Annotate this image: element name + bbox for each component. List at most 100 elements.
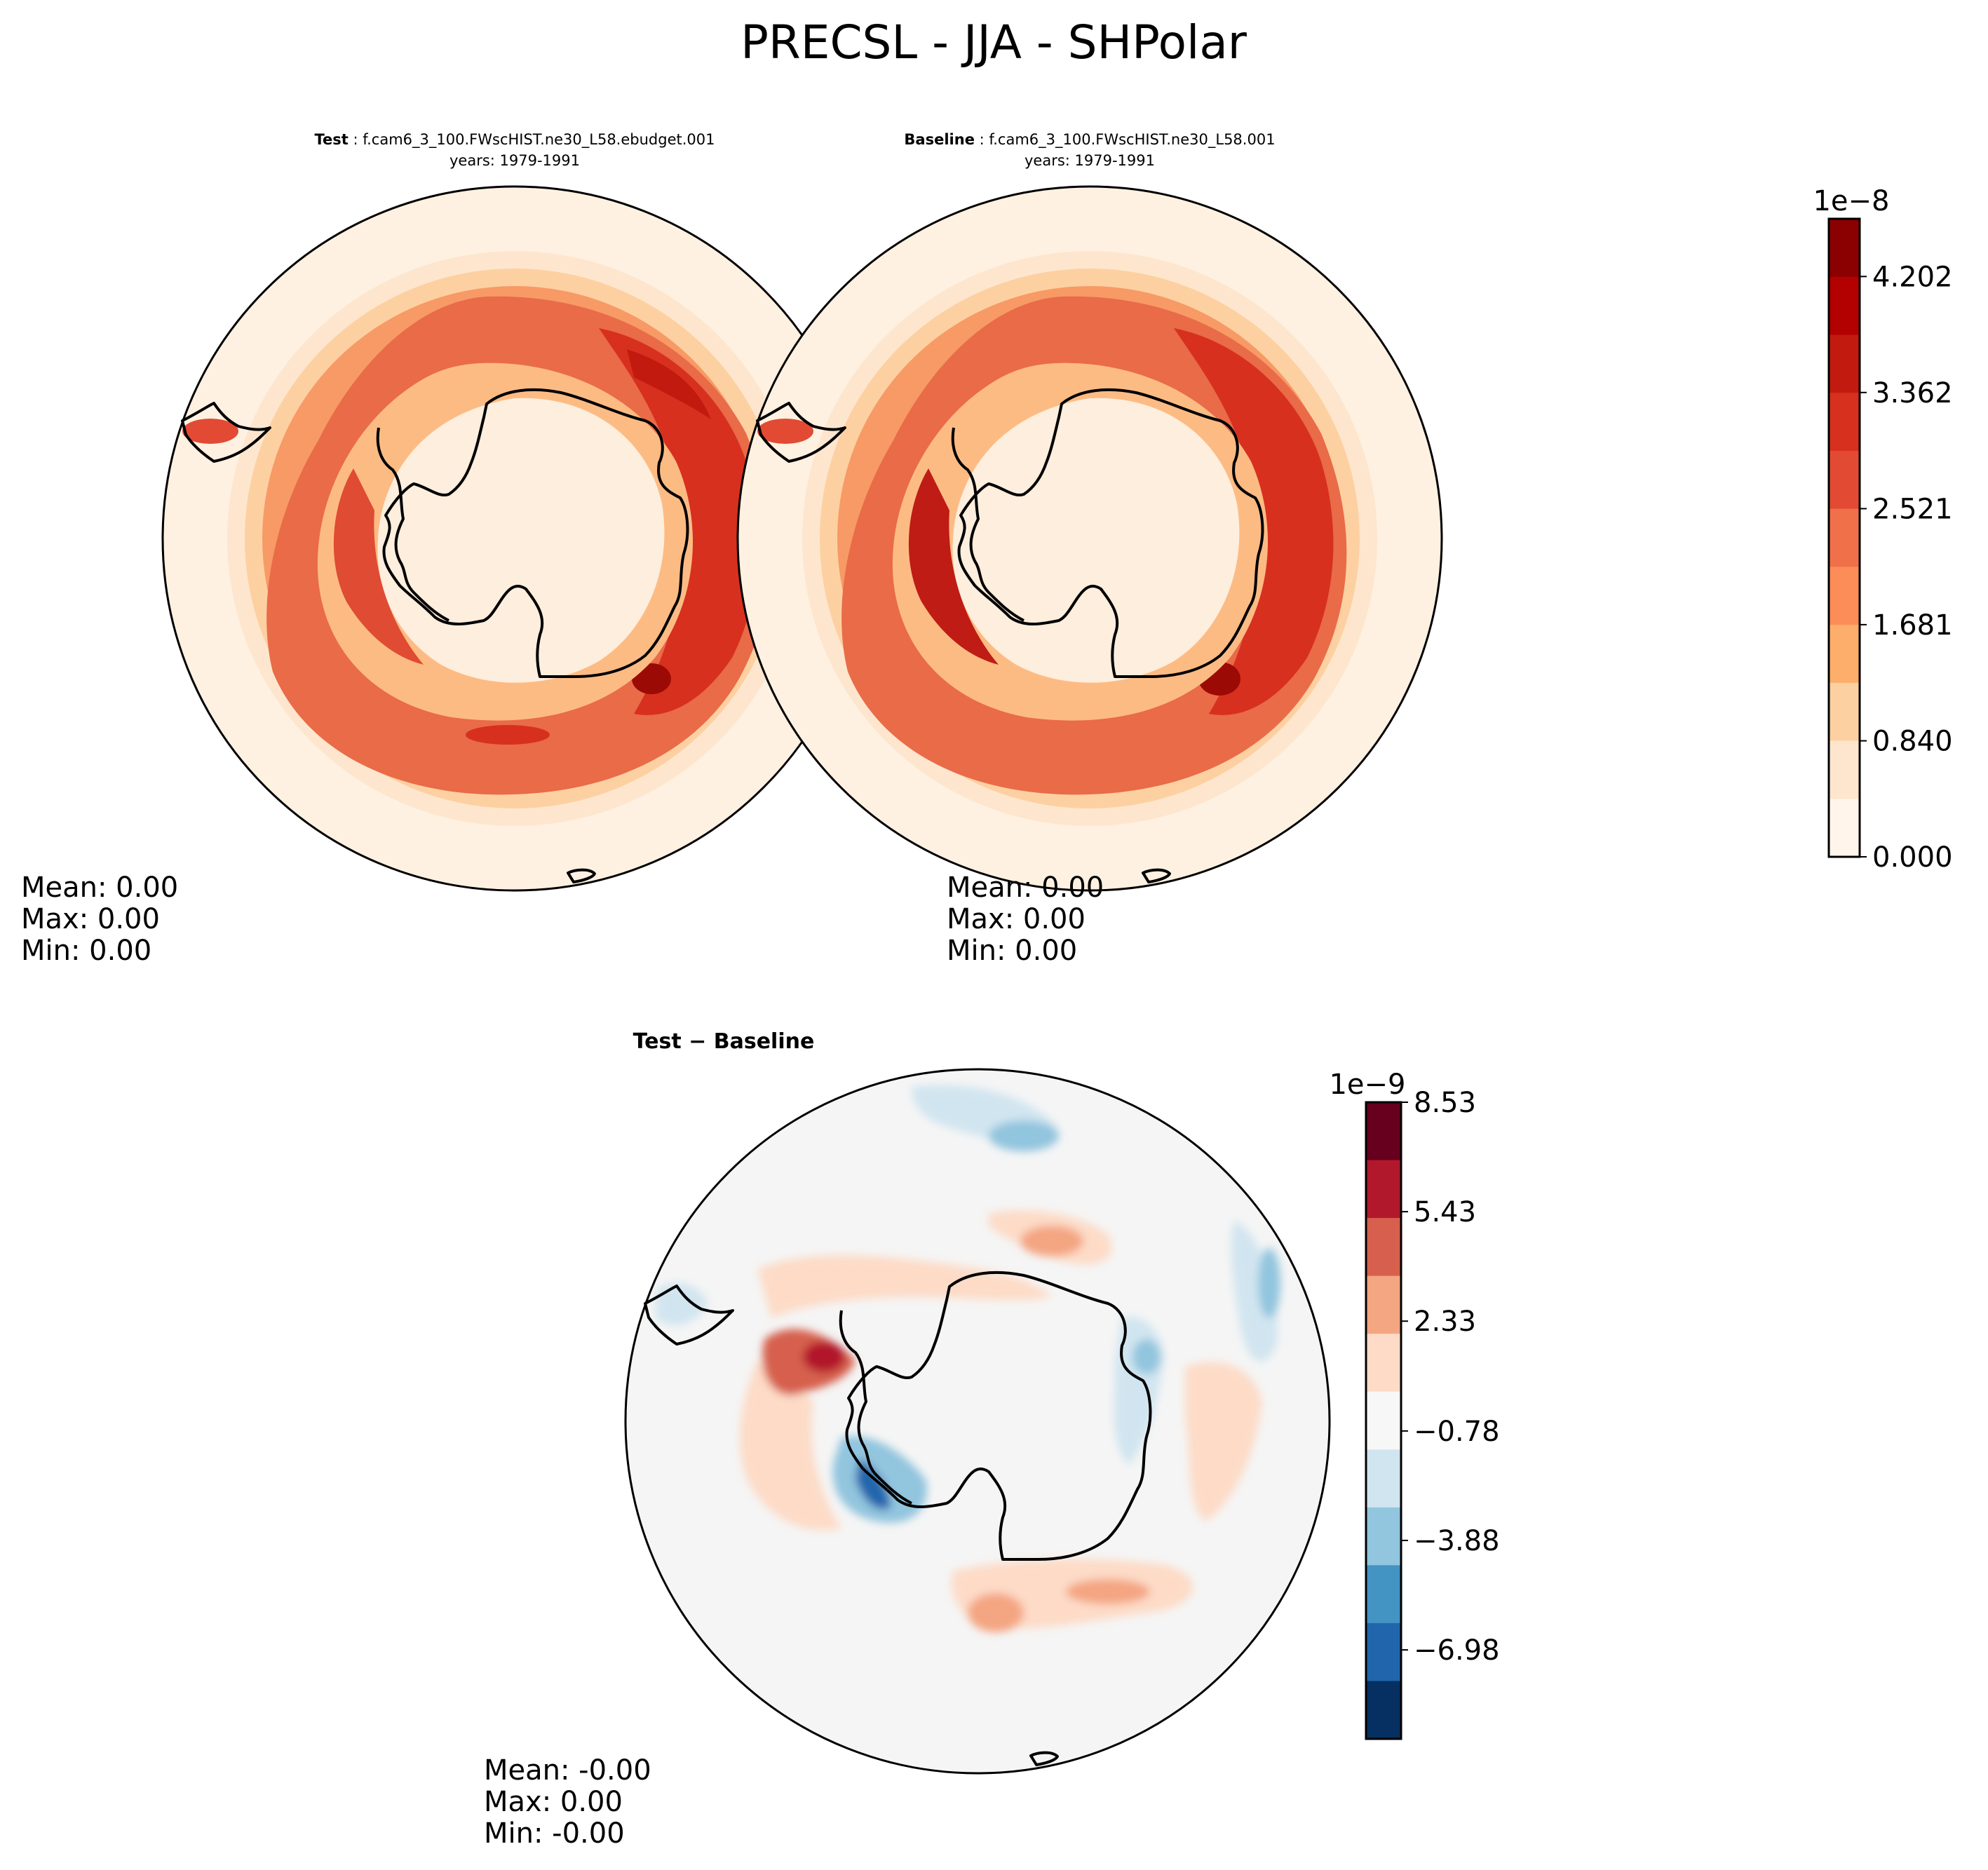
baseline-contours xyxy=(802,251,1377,826)
colorbar-difference-segment xyxy=(1366,1218,1401,1277)
baseline-stat-max: Max: 0.00 xyxy=(947,903,1086,935)
figure-title: PRECSL - JJA - SHPolar xyxy=(741,15,1247,69)
baseline-stat-min: Min: 0.00 xyxy=(947,935,1077,967)
baseline-coastline-south-america xyxy=(756,402,846,463)
test-map xyxy=(163,187,867,890)
colorbar-absolute-segment xyxy=(1829,393,1860,452)
colorbar-difference-border xyxy=(1365,1101,1402,1740)
colorbar-difference-segment xyxy=(1366,1391,1401,1450)
colorbar-absolute-border xyxy=(1827,217,1861,858)
diff-map xyxy=(626,1069,1330,1773)
colorbar-absolute-segment xyxy=(1829,567,1860,625)
diff-stat-min: Min: -0.00 xyxy=(484,1817,625,1850)
colorbar-absolute-segment xyxy=(1829,276,1860,335)
diff-stat-max: Max: 0.00 xyxy=(484,1786,623,1818)
colorbar-absolute-segment xyxy=(1829,219,1860,278)
diff-stats: Mean: -0.00 Max: 0.00 Min: -0.00 xyxy=(484,1754,651,1850)
colorbar-absolute-segment xyxy=(1829,450,1860,510)
baseline-coastline-peninsula xyxy=(951,427,1025,622)
test-coastline-island-nz xyxy=(567,868,596,883)
diff-map-border xyxy=(624,1068,1331,1775)
colorbar-absolute-segment xyxy=(1829,334,1860,393)
colorbar-difference-segment xyxy=(1366,1102,1401,1161)
colorbar-absolute-tick-label: 2.521 xyxy=(1872,493,1953,525)
diff-stat-mean: Mean: -0.00 xyxy=(484,1754,651,1787)
diff-pos-area-5 xyxy=(1066,1579,1150,1604)
test-antarctica-fill xyxy=(377,398,665,683)
colorbar-absolute-exponent: 1e−8 xyxy=(1813,185,1889,217)
test-coastline-peninsula xyxy=(376,427,449,622)
diff-coastline-antarctica xyxy=(845,1271,1152,1561)
colorbar-difference-segment xyxy=(1366,1507,1401,1566)
colorbar-difference-segment xyxy=(1366,1275,1401,1334)
diff-pos-area-2 xyxy=(739,1360,841,1531)
colorbar-difference-tick-label: 2.33 xyxy=(1414,1306,1476,1338)
colorbar-difference-tick-label: −3.88 xyxy=(1414,1525,1500,1557)
baseline-stat-mean: Mean: 0.00 xyxy=(947,872,1104,904)
colorbar-difference-tick-label: −0.78 xyxy=(1414,1416,1500,1448)
colorbar-difference-tick-label: 8.53 xyxy=(1414,1087,1476,1119)
colorbar-absolute-segment xyxy=(1829,625,1860,684)
diff-pos-area-1 xyxy=(757,1255,1052,1318)
diff-neg-area-7 xyxy=(1231,1220,1278,1362)
diff-pos-area-6 xyxy=(1185,1362,1262,1522)
colorbar-difference-segment xyxy=(1366,1334,1401,1393)
baseline-map xyxy=(738,187,1442,890)
baseline-coastline-island-nz xyxy=(1142,868,1171,883)
colorbar-difference-segment xyxy=(1366,1449,1401,1508)
colorbar-difference-tick-label: −6.98 xyxy=(1414,1634,1500,1667)
colorbar-absolute-segment xyxy=(1829,508,1860,567)
diff-coastline-island-nz xyxy=(1029,1751,1059,1766)
diff-neg-area-8 xyxy=(1258,1248,1280,1318)
colorbar-absolute-tick-label: 1.681 xyxy=(1872,609,1953,642)
diff-pos-area-8 xyxy=(1020,1226,1083,1256)
test-panel: Test : f.cam6_3_100.FWscHIST.ne30_L58.eb… xyxy=(161,131,868,892)
test-years: years: 1979-1991 xyxy=(449,152,580,169)
baseline-panel: Baseline : f.cam6_3_100.FWscHIST.ne30_L5… xyxy=(736,131,1443,892)
test-contours xyxy=(227,251,802,826)
diff-panel: Test − Baseline xyxy=(624,1029,1331,1775)
diff-coastline-south-america xyxy=(644,1285,734,1346)
colorbar-absolute-tick-label: 0.000 xyxy=(1872,841,1953,874)
test-band-6 xyxy=(627,349,711,419)
diff-neg-area-6 xyxy=(989,1120,1059,1151)
test-land-blob xyxy=(182,419,238,444)
diff-neg-area-9 xyxy=(656,1282,708,1326)
colorbar-absolute-segment xyxy=(1829,740,1860,799)
test-peninsula-band xyxy=(333,468,424,665)
baseline-label: Baseline xyxy=(904,131,975,148)
test-label: Test xyxy=(315,131,349,148)
test-label-sep: : xyxy=(349,131,363,148)
test-coastline-south-america xyxy=(181,402,271,463)
baseline-stats: Mean: 0.00 Max: 0.00 Min: 0.00 xyxy=(947,872,1104,967)
colorbar-difference-segment xyxy=(1366,1160,1401,1219)
colorbar-difference-segment xyxy=(1366,1622,1401,1681)
baseline-years: years: 1979-1991 xyxy=(1025,152,1155,169)
diff-coastline-peninsula xyxy=(839,1310,912,1505)
colorbar-difference: 1e−9 8.53 5.43 2.33 −0.78 −3.88 −6.98 xyxy=(1329,1069,1500,1740)
test-south-blob xyxy=(466,725,550,745)
colorbar-absolute-segment xyxy=(1829,682,1860,742)
baseline-land-blob xyxy=(757,419,813,444)
diff-pos-peninsula-core xyxy=(803,1341,845,1372)
test-coastline-antarctica xyxy=(382,388,689,678)
test-stat-max: Max: 0.00 xyxy=(21,903,160,935)
colorbar-absolute-tick-label: 4.202 xyxy=(1872,261,1953,293)
test-stats: Mean: 0.00 Max: 0.00 Min: 0.00 xyxy=(21,872,178,967)
diff-contours xyxy=(656,1085,1280,1632)
diff-title: Test − Baseline xyxy=(633,1029,815,1054)
colorbar-absolute-tick-label: 0.840 xyxy=(1872,726,1953,758)
test-case-name: f.cam6_3_100.FWscHIST.ne30_L58.ebudget.0… xyxy=(363,131,715,149)
baseline-band-5 xyxy=(1174,328,1334,715)
colorbar-absolute-segment xyxy=(1829,799,1860,858)
colorbar-difference-tick-label: 5.43 xyxy=(1414,1196,1476,1228)
colorbar-absolute-tick-label: 3.362 xyxy=(1872,377,1953,409)
diff-neg-area-4 xyxy=(1132,1339,1161,1374)
baseline-antarctica-fill xyxy=(952,398,1240,683)
colorbar-absolute: 1e−8 0.000 0.840 1.681 2.521 3.362 4.202 xyxy=(1813,185,1952,874)
baseline-map-border xyxy=(736,185,1443,892)
diff-pos-area-4 xyxy=(968,1593,1024,1632)
baseline-coastline-antarctica xyxy=(957,388,1264,678)
baseline-case-name: f.cam6_3_100.FWscHIST.ne30_L58.001 xyxy=(989,131,1275,149)
